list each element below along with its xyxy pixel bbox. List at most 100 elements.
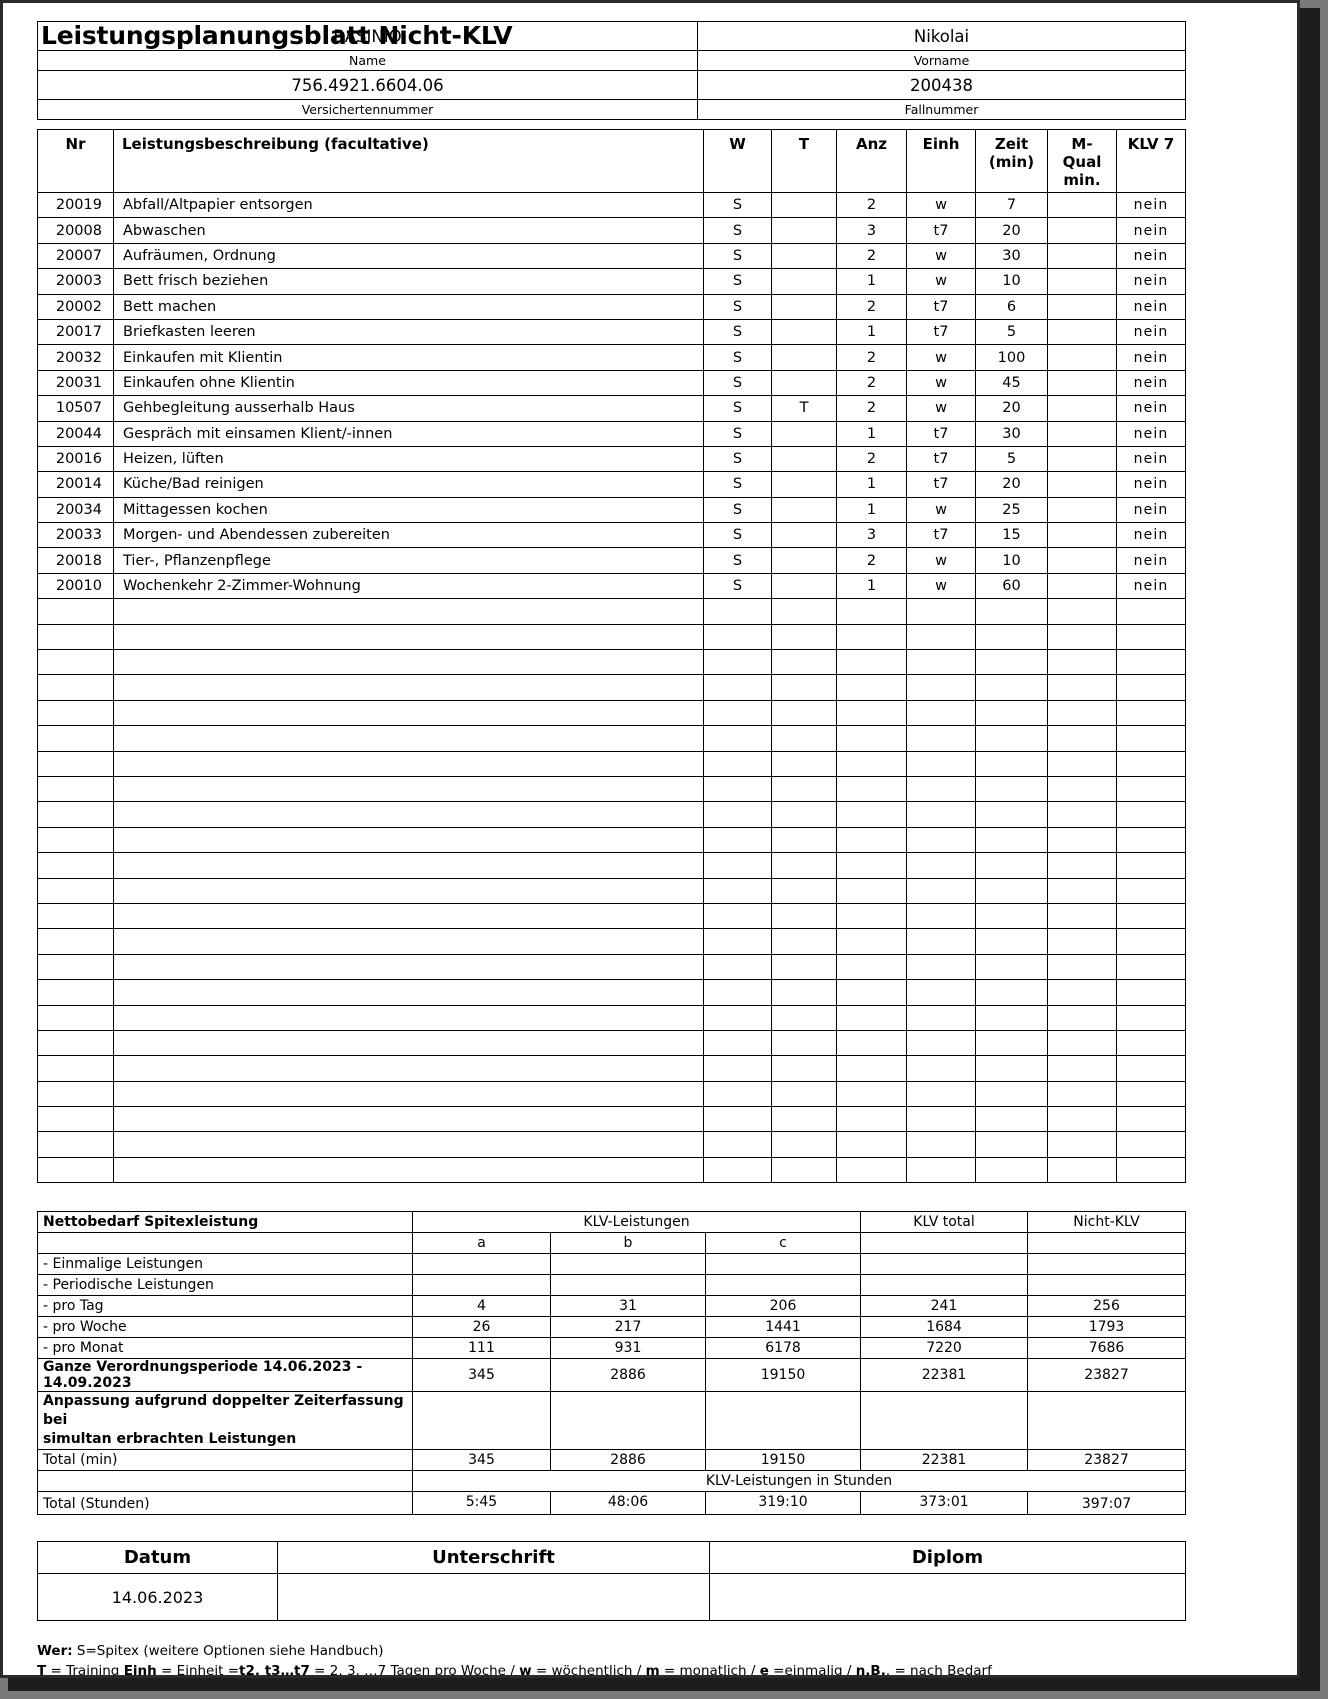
cell-klv7: [1116, 852, 1186, 879]
cell-anz: [836, 801, 907, 828]
signature-diplom-value[interactable]: [709, 1573, 1186, 1622]
cell-description: [113, 623, 704, 651]
table-row-empty[interactable]: [37, 826, 1186, 854]
cell-anz: 1: [836, 318, 907, 346]
cell-einh: w: [906, 547, 976, 574]
cell-mqual: [1047, 699, 1117, 727]
cell-klv7: nein: [1116, 242, 1186, 270]
table-row: 20016 Heizen, lüften S 2 t7 5 nein: [37, 445, 1186, 473]
cell-w: S: [703, 572, 772, 600]
cell-einh: t7: [906, 445, 976, 473]
cell-einh: [906, 1156, 976, 1184]
cell-t: [771, 750, 837, 777]
cell-mqual: [1047, 395, 1117, 422]
table-row-empty[interactable]: [37, 979, 1186, 1006]
table-row-empty[interactable]: [37, 902, 1186, 930]
summary-row: - pro Monat 111 931 6178 7220 7686: [37, 1337, 1187, 1360]
cell-t: [771, 318, 837, 346]
cell-nr: [37, 699, 114, 727]
cell-nr: [37, 1080, 114, 1108]
cell-klv7: nein: [1116, 217, 1186, 244]
signature-datum-value[interactable]: 14.06.2023: [37, 1573, 278, 1622]
vorname-value: Nikolai: [697, 21, 1186, 51]
total-hours-a: 5:45: [412, 1491, 551, 1516]
cell-w: S: [703, 242, 772, 270]
summary-group-header-klv: KLV-Leistungen: [411, 1211, 862, 1234]
cell-description: [113, 902, 704, 930]
table-row-empty[interactable]: [37, 1106, 1186, 1133]
summary-cell-nicht-klv: [1027, 1274, 1187, 1297]
cell-anz: 2: [836, 344, 907, 371]
cell-mqual: [1047, 217, 1117, 244]
table-row-empty[interactable]: [37, 1004, 1186, 1031]
cell-klv7: [1116, 725, 1186, 752]
table-row-empty[interactable]: [37, 1156, 1186, 1184]
signature-unterschrift-value[interactable]: [277, 1573, 710, 1622]
summary-cell-klv-total: 7220: [860, 1337, 1029, 1360]
table-row-empty[interactable]: [37, 877, 1186, 904]
cell-t: [771, 1004, 837, 1031]
table-row-empty[interactable]: [37, 699, 1186, 727]
cell-anz: 2: [836, 242, 907, 270]
cell-t: [771, 649, 837, 676]
col-header-description: Leistungsbeschreibung (facultative): [113, 129, 704, 193]
summary-subheader-c: c: [704, 1232, 862, 1255]
table-row-empty[interactable]: [37, 598, 1186, 625]
summary-row-label: - Periodische Leistungen: [37, 1274, 413, 1297]
total-hours-c: 319:10: [704, 1491, 862, 1516]
table-row: 20019 Abfall/Altpapier entsorgen S 2 w 7 nein: [37, 191, 1186, 219]
cell-zeit: [975, 826, 1048, 854]
table-row-empty[interactable]: [37, 623, 1186, 651]
table-row-empty[interactable]: [37, 928, 1186, 955]
cell-mqual: [1047, 1055, 1117, 1082]
cell-w: S: [703, 420, 772, 447]
cell-zeit: [975, 902, 1048, 930]
summary-subheader-total-blank: [860, 1232, 1029, 1255]
table-row-empty[interactable]: [37, 674, 1186, 701]
cell-klv7: [1116, 1106, 1186, 1133]
cell-einh: [906, 775, 976, 803]
legend-e-label: e: [759, 1663, 769, 1678]
signature-header-diplom: Diplom: [709, 1541, 1186, 1575]
table-row-empty[interactable]: [37, 801, 1186, 828]
cell-klv7: [1116, 1004, 1186, 1031]
table-row-empty[interactable]: [37, 725, 1186, 752]
table-row-empty[interactable]: [37, 775, 1186, 803]
table-row-empty[interactable]: [37, 1029, 1186, 1057]
table-row-empty[interactable]: [37, 1131, 1186, 1158]
table-row-empty[interactable]: [37, 750, 1186, 777]
table-row-empty[interactable]: [37, 1080, 1186, 1108]
cell-anz: [836, 979, 907, 1006]
summary-cell-c: 206: [704, 1295, 862, 1318]
cell-description: Heizen, lüften: [113, 445, 704, 473]
adjustment-c: [704, 1391, 862, 1451]
cell-description: [113, 979, 704, 1006]
table-row-empty[interactable]: [37, 1055, 1186, 1082]
cell-klv7: [1116, 979, 1186, 1006]
col-header-anz: Anz: [836, 129, 907, 193]
summary-row-label: - pro Tag: [37, 1295, 413, 1318]
cell-t: [771, 877, 837, 904]
legend-t-text: = Training: [46, 1663, 124, 1678]
cell-nr: [37, 1055, 114, 1082]
legend-w-label: w: [519, 1663, 532, 1678]
table-row: 20003 Bett frisch beziehen S 1 w 10 nein: [37, 268, 1186, 295]
cell-mqual: [1047, 1156, 1117, 1184]
cell-w: S: [703, 496, 772, 524]
cell-mqual: [1047, 420, 1117, 447]
cell-w: S: [703, 318, 772, 346]
cell-klv7: [1116, 649, 1186, 676]
table-row-empty[interactable]: [37, 852, 1186, 879]
summary-cell-b: 931: [550, 1337, 706, 1360]
table-row-empty[interactable]: [37, 649, 1186, 676]
cell-klv7: [1116, 775, 1186, 803]
col-header-mqual-line1: M-: [1071, 135, 1093, 153]
cell-zeit: 30: [975, 242, 1048, 270]
cell-nr: [37, 953, 114, 981]
cell-nr: 20031: [37, 369, 114, 397]
table-row: 10507 Gehbegleitung ausserhalb Haus S T 2 w 20…: [37, 395, 1186, 422]
table-row: 20008 Abwaschen S 3 t7 20 nein: [37, 217, 1186, 244]
table-row-empty[interactable]: [37, 953, 1186, 981]
cell-einh: [906, 623, 976, 651]
cell-mqual: [1047, 1131, 1117, 1158]
